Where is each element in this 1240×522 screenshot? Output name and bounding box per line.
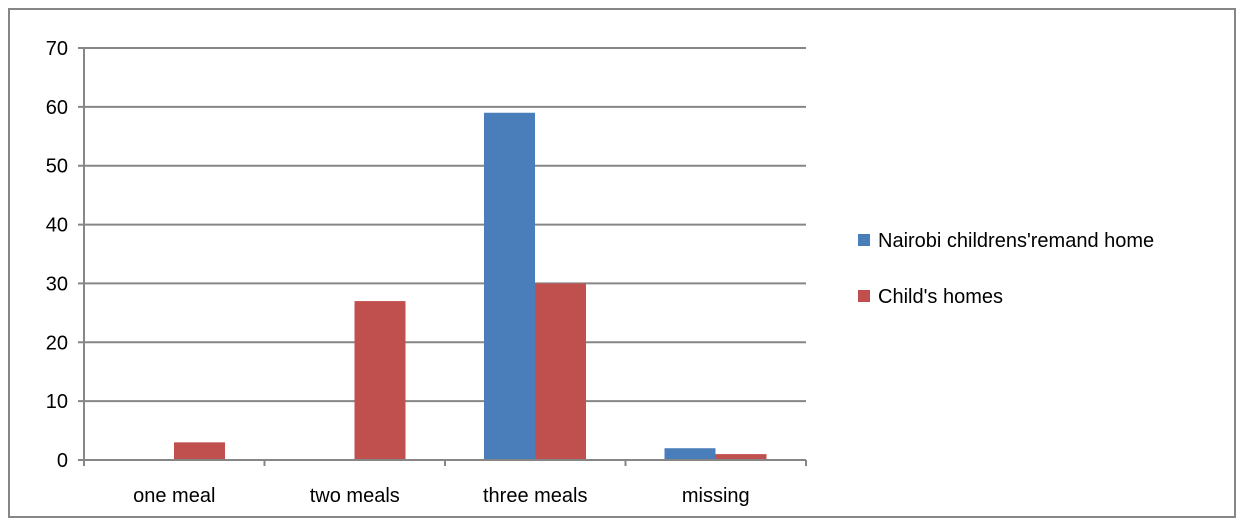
y-tick-label: 20 <box>46 332 68 354</box>
bar-childs-homes-3 <box>715 454 767 460</box>
bar-remand-home-3 <box>664 448 716 460</box>
bars <box>174 112 767 460</box>
legend-label-0: Nairobi childrens'remand home <box>878 230 1154 252</box>
x-tick-label: two meals <box>310 485 400 507</box>
legend-swatch-0 <box>858 234 870 246</box>
x-tick-label: missing <box>682 485 750 507</box>
y-tick-label: 0 <box>57 450 68 472</box>
chart-frame <box>8 8 1236 518</box>
bar-remand-home-2 <box>484 112 535 460</box>
y-tick-label: 60 <box>46 97 68 119</box>
y-tick-label: 50 <box>46 156 68 178</box>
x-tick-label: three meals <box>483 485 588 507</box>
y-tick-label: 10 <box>46 391 68 413</box>
legend: Nairobi childrens'remand home Child's hom… <box>858 230 1154 308</box>
axes: 0 10 20 30 40 50 60 70 one meal two meals three me… <box>46 38 807 507</box>
y-tick-label: 30 <box>46 273 68 295</box>
y-tick-label: 40 <box>46 215 68 237</box>
bar-childs-homes-0 <box>174 442 225 460</box>
legend-swatch-1 <box>858 290 870 302</box>
y-tick-label: 70 <box>46 38 68 60</box>
legend-label-1: Child's homes <box>878 286 1003 308</box>
gridlines <box>78 47 806 461</box>
bar-childs-homes-1 <box>354 301 406 460</box>
bar-childs-homes-2 <box>535 283 586 460</box>
x-tick-label: one meal <box>133 485 215 507</box>
